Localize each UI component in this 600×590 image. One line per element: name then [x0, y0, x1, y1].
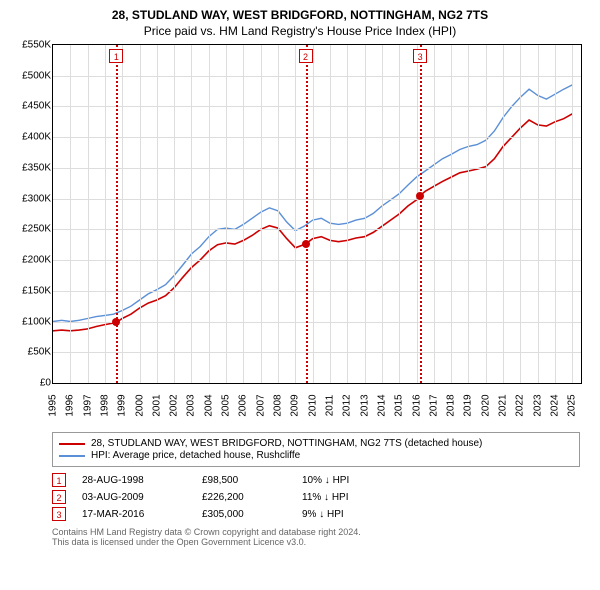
- y-axis-label: £550K: [11, 40, 51, 51]
- x-axis-label: 2007: [255, 394, 266, 416]
- event-row: 2 03-AUG-2009 £226,200 11% ↓ HPI: [52, 490, 580, 504]
- x-axis-label: 1999: [117, 394, 128, 416]
- y-axis-label: £500K: [11, 70, 51, 81]
- x-axis-label: 2012: [342, 394, 353, 416]
- x-axis-label: 2024: [550, 394, 561, 416]
- y-axis-label: £100K: [11, 316, 51, 327]
- legend-row: 28, STUDLAND WAY, WEST BRIDGFORD, NOTTIN…: [59, 438, 573, 449]
- x-axis-label: 2018: [446, 394, 457, 416]
- legend-row: HPI: Average price, detached house, Rush…: [59, 450, 573, 461]
- event-row: 3 17-MAR-2016 £305,000 9% ↓ HPI: [52, 507, 580, 521]
- event-date: 03-AUG-2009: [82, 492, 202, 503]
- legend: 28, STUDLAND WAY, WEST BRIDGFORD, NOTTIN…: [52, 432, 580, 467]
- x-axis-label: 2013: [359, 394, 370, 416]
- x-axis-label: 1998: [99, 394, 110, 416]
- marker-dot: [112, 318, 120, 326]
- x-axis-label: 2020: [480, 394, 491, 416]
- chart-lines-svg: [53, 45, 581, 383]
- event-marker: 1: [52, 473, 66, 487]
- x-axis-label: 2021: [498, 394, 509, 416]
- x-axis-label: 2009: [290, 394, 301, 416]
- chart-container: 28, STUDLAND WAY, WEST BRIDGFORD, NOTTIN…: [0, 0, 600, 590]
- event-price: £226,200: [202, 492, 302, 503]
- marker-box: 3: [413, 49, 427, 63]
- y-axis-label: £50K: [11, 347, 51, 358]
- title-line1: 28, STUDLAND WAY, WEST BRIDGFORD, NOTTIN…: [10, 8, 590, 22]
- marker-dot: [416, 192, 424, 200]
- x-axis-label: 1995: [48, 394, 59, 416]
- event-price: £305,000: [202, 509, 302, 520]
- x-axis-label: 2011: [324, 395, 335, 417]
- marker-box: 1: [109, 49, 123, 63]
- x-axis-label: 2019: [463, 394, 474, 416]
- chart-plot-area: £0£50K£100K£150K£200K£250K£300K£350K£400…: [52, 44, 582, 384]
- footer-line2: This data is licensed under the Open Gov…: [52, 537, 580, 547]
- titles: 28, STUDLAND WAY, WEST BRIDGFORD, NOTTIN…: [10, 8, 590, 38]
- x-axis-label: 2014: [376, 394, 387, 416]
- y-axis-label: £200K: [11, 255, 51, 266]
- x-axis-label: 2000: [134, 394, 145, 416]
- legend-swatch: [59, 455, 85, 457]
- y-axis-label: £450K: [11, 101, 51, 112]
- x-axis-label: 2023: [532, 394, 543, 416]
- event-delta: 10% ↓ HPI: [302, 475, 349, 486]
- x-axis-label: 2005: [221, 394, 232, 416]
- event-date: 28-AUG-1998: [82, 475, 202, 486]
- marker-line: [306, 45, 308, 383]
- footer: Contains HM Land Registry data © Crown c…: [52, 527, 580, 547]
- x-axis-label: 2025: [567, 394, 578, 416]
- y-axis-label: £150K: [11, 285, 51, 296]
- x-axis-label: 2008: [273, 394, 284, 416]
- x-axis-label: 2004: [203, 394, 214, 416]
- legend-swatch: [59, 443, 85, 445]
- x-axis-label: 2001: [151, 394, 162, 416]
- x-axis-label: 2015: [394, 394, 405, 416]
- y-axis-label: £250K: [11, 224, 51, 235]
- events-table: 1 28-AUG-1998 £98,500 10% ↓ HPI 2 03-AUG…: [52, 473, 580, 521]
- marker-line: [420, 45, 422, 383]
- x-axis-label: 1997: [82, 394, 93, 416]
- event-delta: 11% ↓ HPI: [302, 492, 349, 503]
- title-line2: Price paid vs. HM Land Registry's House …: [10, 24, 590, 38]
- marker-line: [116, 45, 118, 383]
- x-axis-label: 2017: [428, 394, 439, 416]
- y-axis-label: £300K: [11, 193, 51, 204]
- event-delta: 9% ↓ HPI: [302, 509, 344, 520]
- x-axis-label: 2010: [307, 394, 318, 416]
- event-row: 1 28-AUG-1998 £98,500 10% ↓ HPI: [52, 473, 580, 487]
- x-axis-label: 2016: [411, 394, 422, 416]
- y-axis-label: £350K: [11, 162, 51, 173]
- y-axis-label: £0: [11, 378, 51, 389]
- x-axis-label: 1996: [65, 394, 76, 416]
- x-axis-label: 2003: [186, 394, 197, 416]
- footer-line1: Contains HM Land Registry data © Crown c…: [52, 527, 580, 537]
- x-axis-label: 2002: [169, 394, 180, 416]
- legend-label: 28, STUDLAND WAY, WEST BRIDGFORD, NOTTIN…: [91, 438, 482, 449]
- event-marker: 3: [52, 507, 66, 521]
- x-axis-label: 2022: [515, 394, 526, 416]
- event-marker: 2: [52, 490, 66, 504]
- marker-box: 2: [299, 49, 313, 63]
- event-price: £98,500: [202, 475, 302, 486]
- legend-label: HPI: Average price, detached house, Rush…: [91, 450, 300, 461]
- marker-dot: [302, 240, 310, 248]
- x-axis-label: 2006: [238, 394, 249, 416]
- event-date: 17-MAR-2016: [82, 509, 202, 520]
- y-axis-label: £400K: [11, 132, 51, 143]
